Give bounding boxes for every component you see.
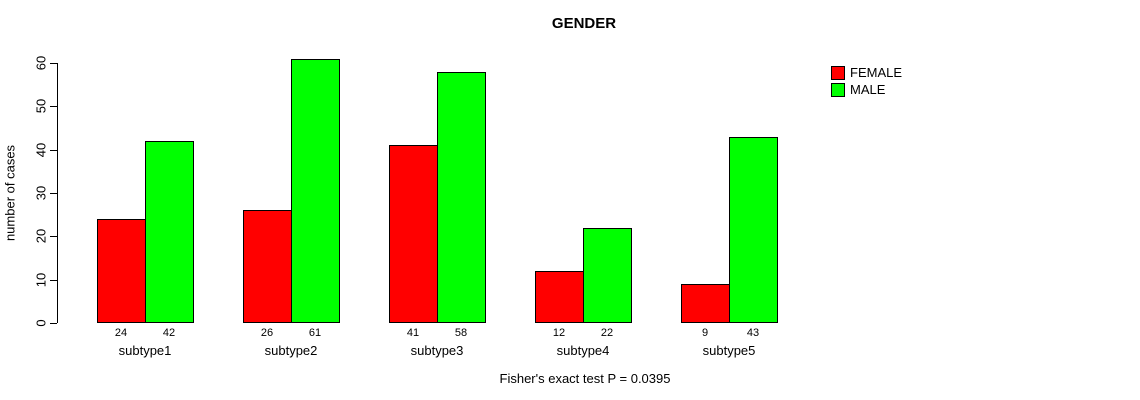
- x-category-label: subtype5: [702, 343, 756, 358]
- legend-swatch-male: [831, 82, 845, 97]
- y-axis-tick: [50, 149, 57, 151]
- bar-male-subtype1: [145, 141, 194, 323]
- bar-male-subtype4: [583, 228, 632, 323]
- y-axis-title: number of cases: [2, 144, 18, 242]
- y-axis-tick: [50, 63, 57, 64]
- legend-label: MALE: [850, 82, 886, 97]
- bar-value-label: 24: [114, 327, 128, 339]
- bar-value-label: 26: [260, 327, 274, 339]
- bar-female-subtype2: [243, 210, 292, 323]
- y-axis-tick-label: 0: [33, 319, 49, 327]
- legend-swatch-female: [831, 65, 845, 80]
- y-axis-tick-label: 40: [33, 142, 49, 157]
- fisher-test-note: Fisher's exact test P = 0.0395: [499, 371, 671, 386]
- y-axis-tick-label: 60: [33, 55, 49, 71]
- y-axis-tick: [50, 193, 57, 194]
- y-axis-tick: [50, 279, 57, 281]
- bar-value-label: 22: [600, 327, 614, 339]
- x-category-label: subtype1: [118, 343, 172, 358]
- bar-value-label: 43: [746, 327, 760, 339]
- y-axis-tick: [50, 236, 57, 238]
- y-axis-tick-label: 30: [33, 185, 49, 201]
- bar-value-label: 9: [701, 327, 709, 339]
- bar-male-subtype3: [437, 72, 486, 323]
- bar-value-label: 42: [162, 327, 176, 339]
- y-axis-tick-label: 20: [33, 229, 49, 244]
- x-category-label: subtype3: [410, 343, 464, 358]
- legend-item-male: MALE: [831, 82, 902, 97]
- bar-value-label: 61: [308, 327, 322, 339]
- x-category-label: subtype2: [264, 343, 318, 358]
- y-axis-tick-label: 50: [33, 99, 49, 114]
- bar-female-subtype1: [97, 219, 146, 323]
- bar-value-label: 12: [552, 327, 566, 339]
- legend-label: FEMALE: [850, 65, 903, 80]
- y-axis-tick: [50, 323, 57, 324]
- chart-title: GENDER: [551, 15, 617, 32]
- bar-female-subtype4: [535, 271, 584, 323]
- y-axis-tick: [50, 106, 57, 108]
- bar-value-label: 58: [454, 327, 468, 339]
- x-category-label: subtype4: [556, 343, 610, 358]
- bar-male-subtype2: [291, 59, 340, 323]
- legend-item-female: FEMALE: [831, 65, 902, 80]
- legend: FEMALE MALE: [831, 65, 902, 99]
- bar-male-subtype5: [729, 137, 778, 323]
- y-axis-tick-label: 10: [33, 272, 49, 287]
- bar-female-subtype3: [389, 145, 438, 323]
- y-axis-line: [57, 63, 58, 323]
- bar-value-label: 41: [406, 327, 420, 339]
- bar-female-subtype5: [681, 284, 730, 323]
